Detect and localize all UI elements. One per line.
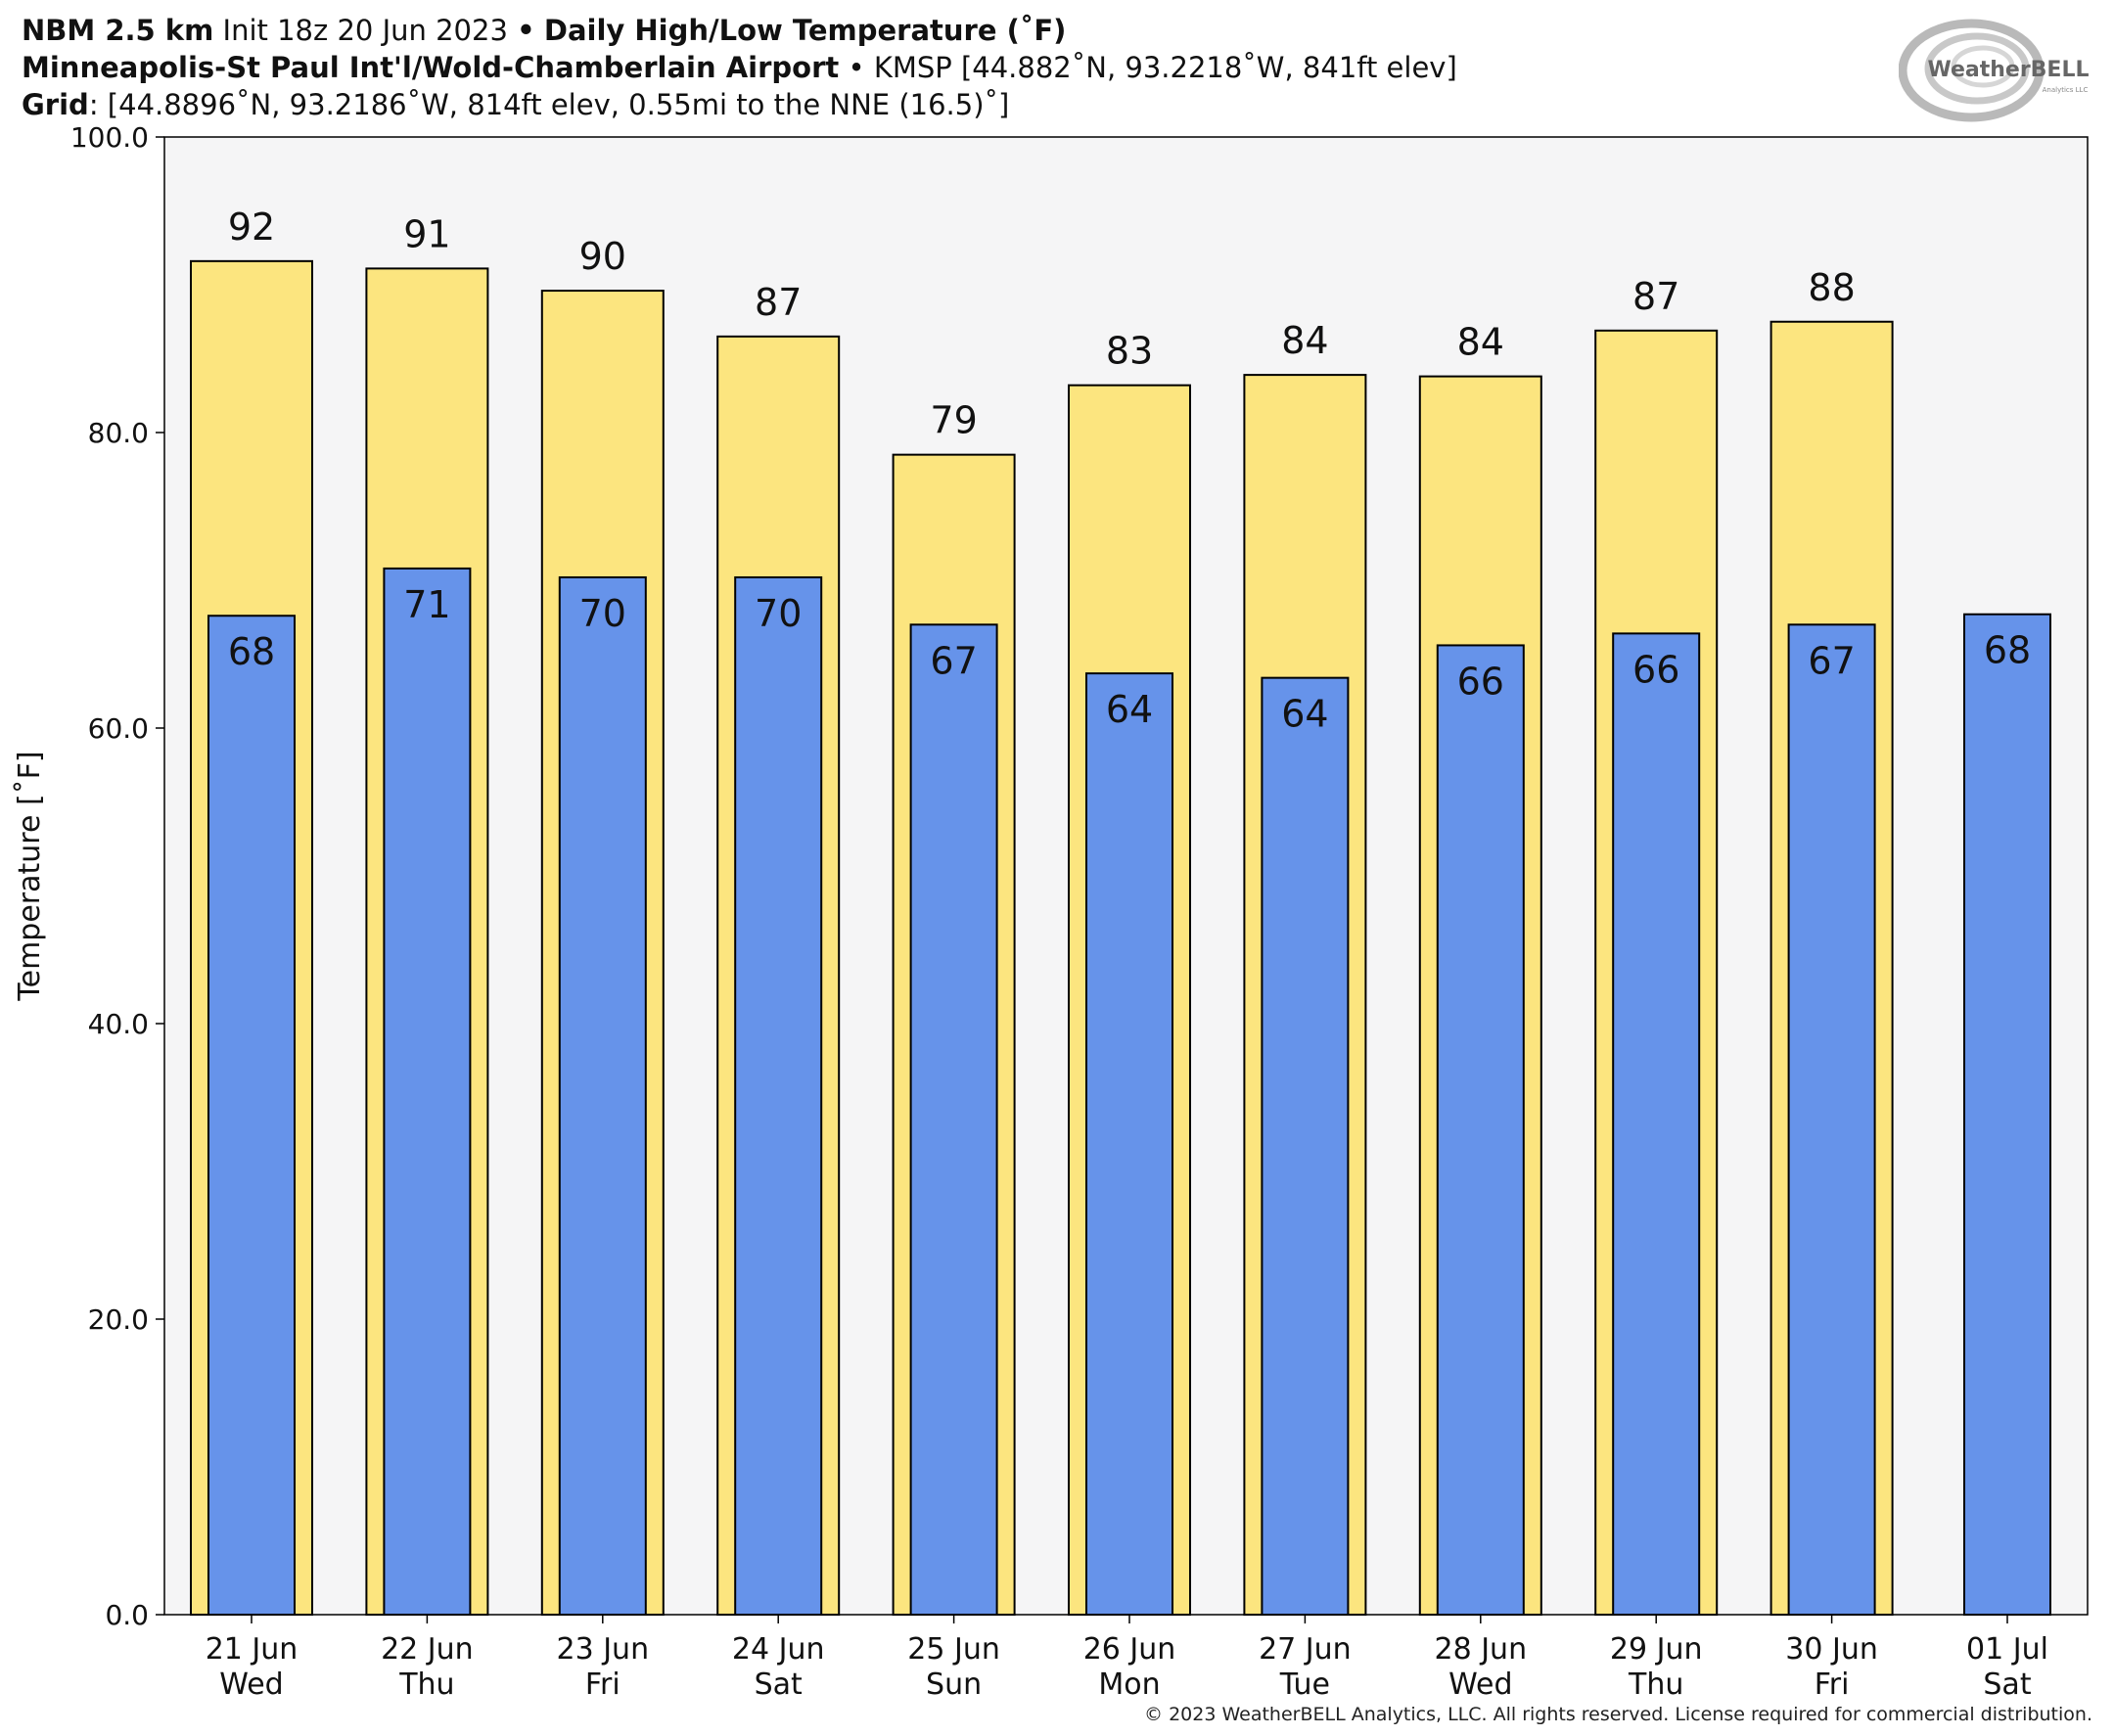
x-tick-weekday: Sun bbox=[926, 1667, 982, 1702]
low-temp-label: 68 bbox=[1984, 629, 2031, 672]
x-tick-weekday: Fri bbox=[1815, 1667, 1850, 1702]
x-tick-date: 01 Jul bbox=[1966, 1632, 2048, 1667]
low-temp-bar bbox=[1612, 632, 1701, 1616]
header-line-2: Minneapolis-St Paul Int'l/Wold-Chamberla… bbox=[22, 49, 1457, 86]
high-temp-label: 88 bbox=[1808, 266, 1855, 309]
init-time: Init 18z 20 Jun 2023 bbox=[222, 14, 508, 47]
grid-info: : [44.8896˚N, 93.2186˚W, 814ft elev, 0.5… bbox=[88, 88, 1010, 121]
station-info: KMSP [44.882˚N, 93.2218˚W, 841ft elev] bbox=[873, 51, 1457, 84]
x-tick-date: 26 Jun bbox=[1083, 1632, 1176, 1667]
low-temp-label: 66 bbox=[1457, 660, 1504, 703]
low-temp-label: 64 bbox=[1106, 688, 1153, 731]
low-temp-label: 67 bbox=[1808, 639, 1855, 682]
y-tick-label: 0.0 bbox=[105, 1599, 149, 1631]
y-tick-label: 40.0 bbox=[88, 1008, 149, 1040]
low-temp-label: 66 bbox=[1632, 648, 1679, 691]
low-temp-label: 71 bbox=[403, 583, 450, 626]
logo-subtext: Analytics LLC bbox=[2043, 86, 2089, 94]
y-axis-label: Temperature [˚F] bbox=[13, 751, 47, 1001]
high-temp-label: 92 bbox=[228, 206, 275, 249]
x-tick-weekday: Tue bbox=[1279, 1667, 1330, 1702]
high-temp-label: 87 bbox=[1632, 275, 1679, 318]
low-temp-bar bbox=[207, 615, 296, 1616]
high-temp-label: 90 bbox=[579, 235, 626, 278]
plot-frame bbox=[163, 136, 2089, 1616]
x-tick-date: 21 Jun bbox=[206, 1632, 299, 1667]
high-temp-label: 84 bbox=[1281, 319, 1328, 362]
x-tick-weekday: Thu bbox=[398, 1667, 454, 1702]
low-temp-label: 68 bbox=[228, 630, 275, 673]
y-tick-label: 20.0 bbox=[88, 1303, 149, 1336]
weatherbell-logo: WeatherBELL Analytics LLC bbox=[1898, 14, 2094, 123]
separator: • bbox=[848, 51, 865, 84]
x-tick-weekday: Mon bbox=[1098, 1667, 1160, 1702]
product-title: Daily High/Low Temperature (˚F) bbox=[543, 14, 1067, 47]
low-temp-label: 64 bbox=[1281, 693, 1328, 736]
low-temp-bar bbox=[909, 623, 998, 1616]
low-temp-bar bbox=[1261, 676, 1350, 1616]
low-temp-bar bbox=[1963, 613, 2051, 1616]
x-tick-date: 23 Jun bbox=[557, 1632, 650, 1667]
high-temp-label: 79 bbox=[930, 399, 977, 442]
x-tick-date: 29 Jun bbox=[1610, 1632, 1703, 1667]
x-tick-weekday: Wed bbox=[219, 1667, 283, 1702]
model-name: NBM 2.5 km bbox=[22, 14, 214, 47]
separator: • bbox=[517, 14, 535, 47]
low-temp-label: 67 bbox=[930, 639, 977, 682]
high-temp-label: 87 bbox=[755, 281, 802, 324]
header-line-1: NBM 2.5 km Init 18z 20 Jun 2023 • Daily … bbox=[22, 12, 1066, 49]
station-name: Minneapolis-St Paul Int'l/Wold-Chamberla… bbox=[22, 51, 840, 84]
high-temp-label: 83 bbox=[1106, 330, 1153, 373]
x-tick-weekday: Sat bbox=[1983, 1667, 2031, 1702]
y-tick-label: 60.0 bbox=[88, 712, 149, 745]
x-tick-weekday: Wed bbox=[1448, 1667, 1512, 1702]
weatherbell-swirl-icon: WeatherBELL Analytics LLC bbox=[1898, 19, 2090, 122]
x-tick-date: 28 Jun bbox=[1435, 1632, 1528, 1667]
high-temp-label: 91 bbox=[403, 212, 450, 255]
x-tick-date: 27 Jun bbox=[1259, 1632, 1352, 1667]
low-temp-bar bbox=[1436, 644, 1525, 1616]
x-tick-weekday: Thu bbox=[1628, 1667, 1683, 1702]
low-temp-bar bbox=[1085, 672, 1173, 1616]
logo-text: WeatherBELL bbox=[1927, 58, 2089, 82]
x-tick-date: 22 Jun bbox=[381, 1632, 474, 1667]
x-tick-date: 30 Jun bbox=[1785, 1632, 1878, 1667]
grid-label: Grid bbox=[22, 88, 89, 121]
high-temp-label: 84 bbox=[1457, 321, 1504, 364]
low-temp-bar bbox=[1787, 623, 1876, 1616]
low-temp-label: 70 bbox=[755, 592, 802, 635]
low-temp-bar bbox=[558, 575, 647, 1616]
x-tick-date: 25 Jun bbox=[907, 1632, 1000, 1667]
x-tick-date: 24 Jun bbox=[732, 1632, 825, 1667]
header-line-3: Grid: [44.8896˚N, 93.2186˚W, 814ft elev,… bbox=[22, 86, 1009, 123]
y-tick-label: 80.0 bbox=[88, 417, 149, 449]
low-temp-bar bbox=[383, 567, 472, 1616]
y-tick-label: 100.0 bbox=[70, 121, 149, 154]
low-temp-bar bbox=[734, 575, 823, 1616]
x-tick-weekday: Sat bbox=[755, 1667, 803, 1702]
low-temp-label: 70 bbox=[579, 592, 626, 635]
x-tick-weekday: Fri bbox=[585, 1667, 620, 1702]
copyright-notice: © 2023 WeatherBELL Analytics, LLC. All r… bbox=[1144, 1704, 2092, 1725]
